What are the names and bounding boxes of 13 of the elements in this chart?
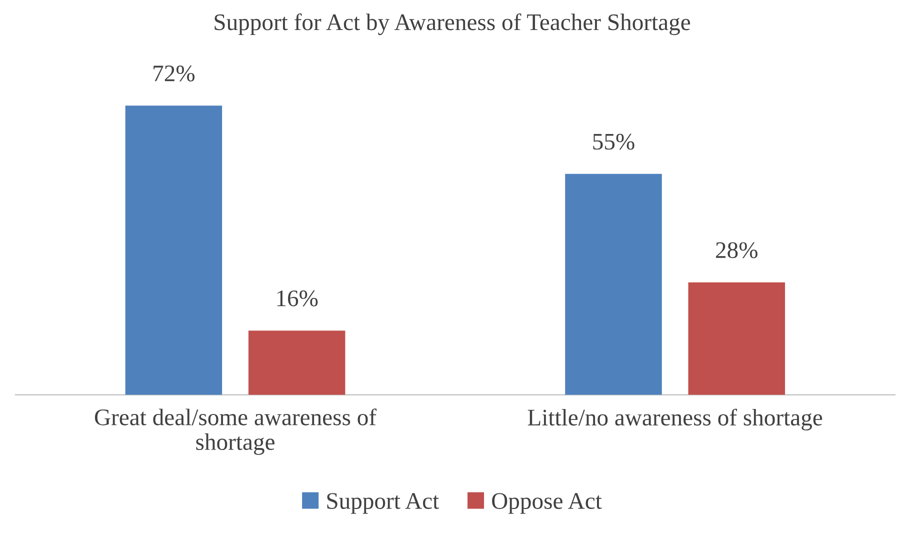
chart-title: Support for Act by Awareness of Teacher Shortage <box>214 13 690 36</box>
legend-label: Oppose Act <box>492 493 602 514</box>
data-label: 55% <box>593 134 634 150</box>
bar <box>565 174 662 395</box>
x-tick-label: Little/no awareness of shortage <box>528 408 822 430</box>
bar <box>688 282 786 395</box>
data-label: 72% <box>154 65 195 82</box>
bar <box>248 330 346 395</box>
data-label: 28% <box>716 242 758 258</box>
x-tick-label: Great deal/some awareness of shortage <box>94 408 377 455</box>
bar <box>125 106 222 395</box>
legend-label: Support Act <box>327 493 440 514</box>
data-label: 16% <box>277 290 318 306</box>
